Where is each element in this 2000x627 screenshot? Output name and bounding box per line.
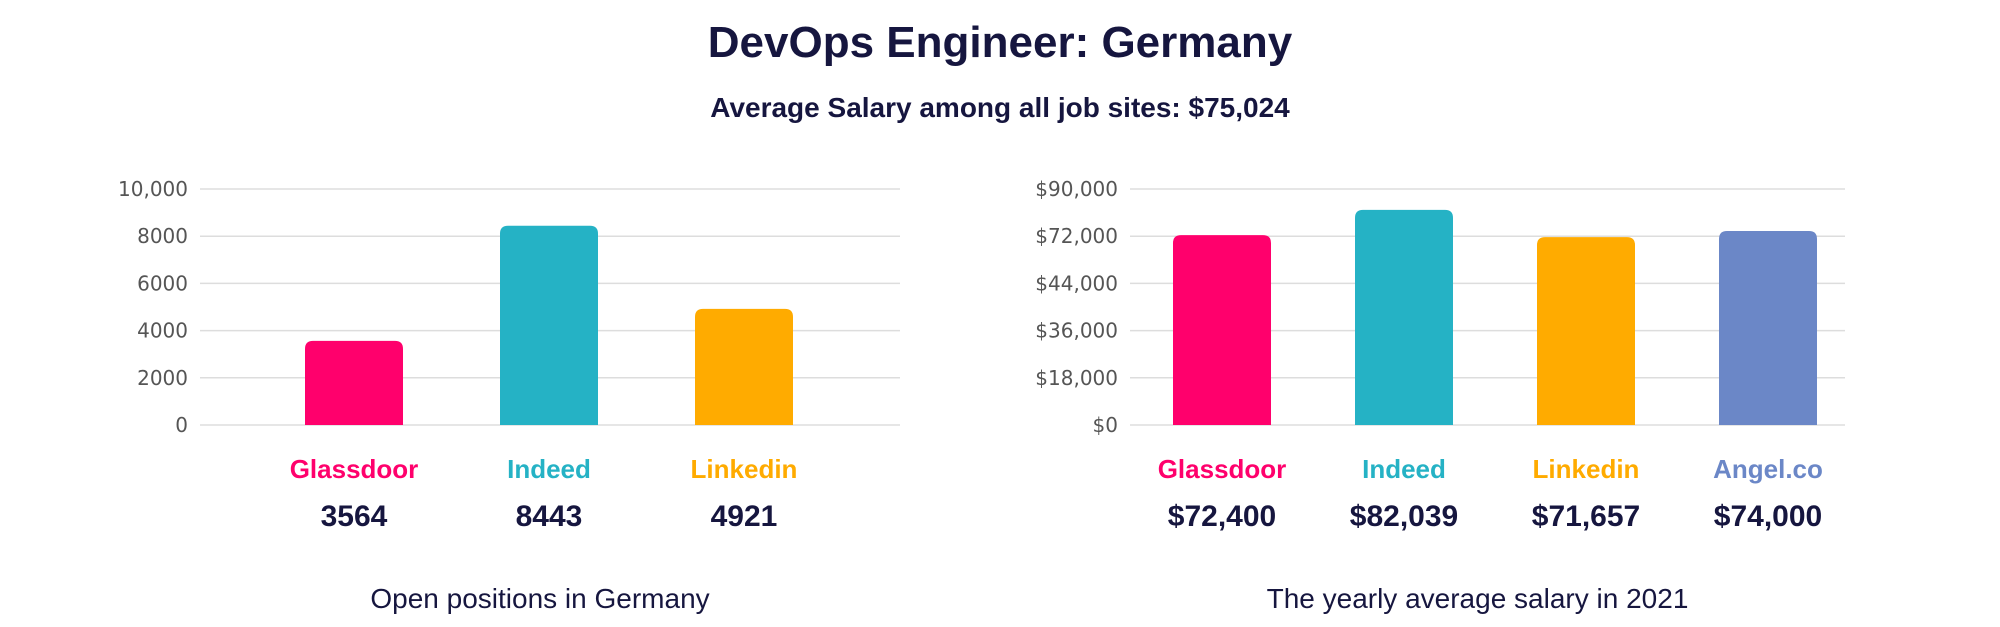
indeed-category-label: Indeed: [1362, 454, 1446, 484]
linkedin-value-label: 4921: [711, 500, 778, 533]
y-tick-label: $0: [1093, 413, 1118, 437]
glassdoor-category-label: Glassdoor: [1158, 454, 1287, 484]
indeed-bar: [500, 225, 598, 425]
chart-caption: The yearly average salary in 2021: [1267, 583, 1689, 614]
angel-co-category-label: Angel.co: [1713, 454, 1823, 484]
angel-co-value-label: $74,000: [1714, 500, 1822, 533]
glassdoor-category-label: Glassdoor: [290, 454, 419, 484]
page-subtitle: Average Salary among all job sites: $75,…: [710, 92, 1290, 123]
linkedin-category-label: Linkedin: [1533, 454, 1640, 484]
linkedin-bar: [1537, 237, 1635, 425]
glassdoor-bar: [1173, 235, 1271, 425]
page-title: DevOps Engineer: Germany: [707, 18, 1293, 67]
y-tick-label: $44,000: [1035, 271, 1118, 295]
y-tick-label: 10,000: [118, 177, 188, 201]
y-tick-label: 8000: [137, 224, 188, 248]
y-tick-label: $18,000: [1035, 366, 1118, 390]
glassdoor-value-label: 3564: [321, 500, 388, 533]
glassdoor-value-label: $72,400: [1168, 500, 1276, 533]
linkedin-category-label: Linkedin: [691, 454, 798, 484]
linkedin-value-label: $71,657: [1532, 500, 1640, 533]
linkedin-bar: [695, 308, 793, 425]
y-tick-label: 2000: [137, 366, 188, 390]
y-tick-label: $90,000: [1035, 177, 1118, 201]
y-tick-label: $36,000: [1035, 319, 1118, 343]
angel-co-bar: [1719, 230, 1817, 425]
chart-caption: Open positions in Germany: [370, 583, 709, 614]
y-tick-label: $72,000: [1035, 224, 1118, 248]
indeed-category-label: Indeed: [507, 454, 591, 484]
indeed-value-label: $82,039: [1350, 500, 1458, 533]
y-tick-label: 0: [175, 413, 188, 437]
y-tick-label: 6000: [137, 271, 188, 295]
glassdoor-bar: [305, 340, 403, 425]
y-tick-label: 4000: [137, 319, 188, 343]
indeed-bar: [1355, 209, 1453, 425]
indeed-value-label: 8443: [516, 500, 583, 533]
